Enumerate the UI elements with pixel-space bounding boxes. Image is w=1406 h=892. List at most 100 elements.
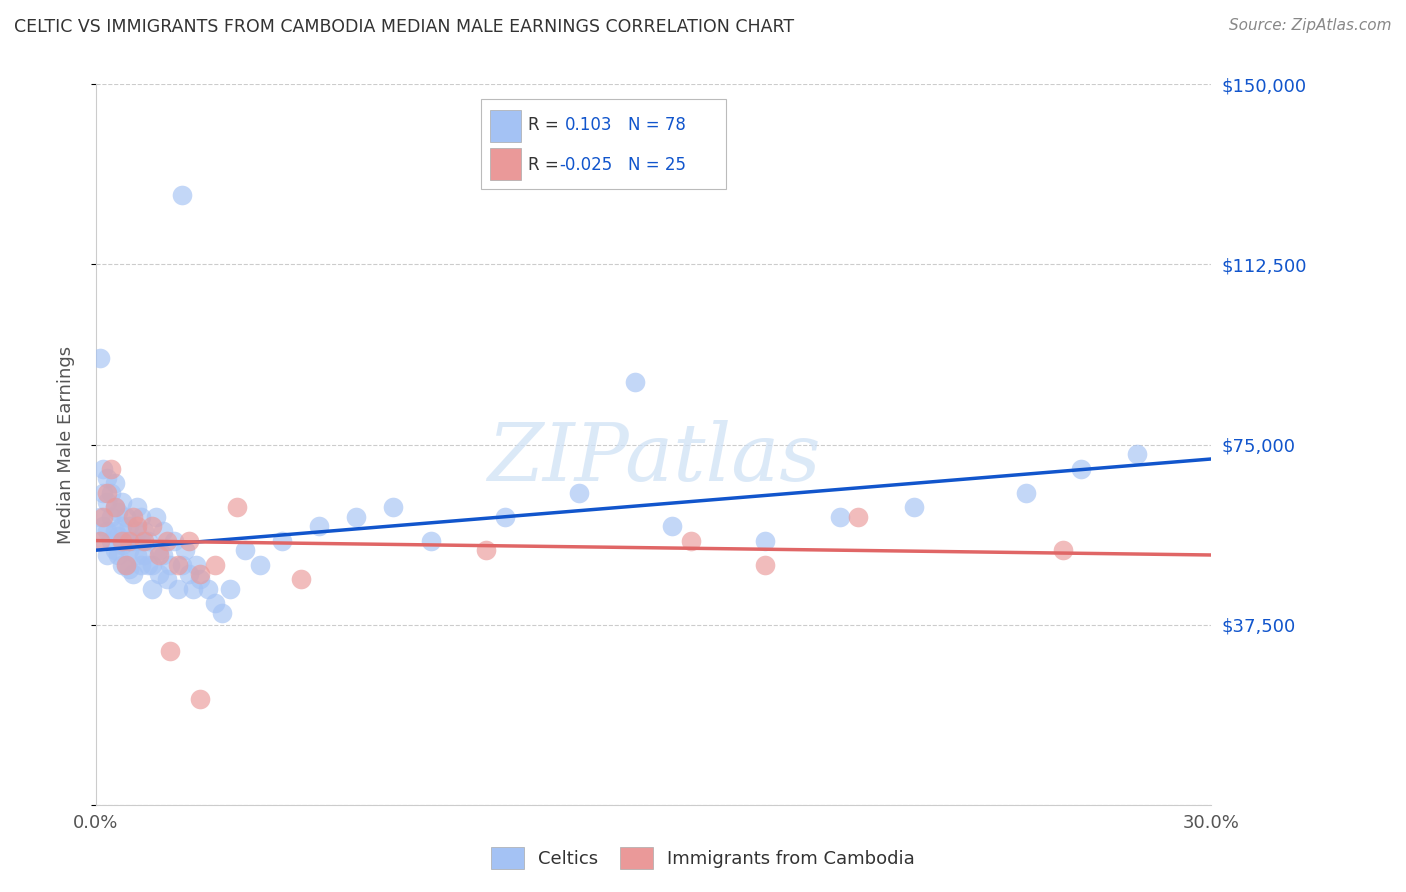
Point [828, 509, 851, 524]
Point [211, 606, 233, 620]
Point [204, 596, 226, 610]
Point [89, 533, 111, 548]
Point [125, 519, 148, 533]
Point [174, 543, 197, 558]
Point [122, 509, 145, 524]
FancyBboxPatch shape [489, 148, 522, 180]
Point [118, 533, 141, 548]
Point [93, 485, 115, 500]
Point [125, 548, 148, 562]
Point [100, 461, 122, 475]
Point [111, 558, 134, 572]
Text: R =: R = [527, 156, 558, 174]
Point [96, 471, 118, 485]
Y-axis label: Median Male Earnings: Median Male Earnings [58, 345, 75, 543]
Point [107, 505, 129, 519]
Point [134, 533, 156, 548]
Point [159, 558, 181, 572]
Point [125, 500, 148, 514]
Point [107, 529, 129, 543]
Point [96, 524, 118, 538]
Text: CELTIC VS IMMIGRANTS FROM CAMBODIA MEDIAN MALE EARNINGS CORRELATION CHART: CELTIC VS IMMIGRANTS FROM CAMBODIA MEDIA… [14, 18, 794, 36]
Point [308, 519, 330, 533]
Point [104, 500, 127, 514]
Point [166, 582, 188, 596]
Point [141, 519, 163, 533]
Legend: Celtics, Immigrants from Cambodia: Celtics, Immigrants from Cambodia [482, 838, 924, 879]
Point [96, 548, 118, 562]
Point [177, 567, 200, 582]
Point [159, 644, 181, 658]
Point [188, 692, 211, 706]
Point [170, 558, 193, 572]
Point [122, 533, 145, 548]
Point [89, 533, 111, 548]
Point [382, 500, 405, 514]
Point [141, 582, 163, 596]
Point [1052, 543, 1074, 558]
Point [494, 509, 516, 524]
Point [290, 572, 312, 586]
Point [166, 558, 188, 572]
Point [156, 533, 179, 548]
Text: N = 25: N = 25 [628, 156, 686, 174]
Point [129, 509, 152, 524]
Point [218, 582, 240, 596]
Point [104, 543, 127, 558]
Point [100, 509, 122, 524]
Point [271, 533, 294, 548]
Point [846, 509, 869, 524]
Point [93, 519, 115, 533]
Text: 0.103: 0.103 [564, 117, 612, 135]
Point [624, 375, 647, 389]
Point [114, 558, 136, 572]
Point [96, 485, 118, 500]
Point [129, 558, 152, 572]
Point [661, 519, 683, 533]
Point [118, 519, 141, 533]
Point [93, 509, 115, 524]
Text: -0.025: -0.025 [560, 156, 612, 174]
Point [152, 548, 174, 562]
Point [96, 495, 118, 509]
Point [204, 558, 226, 572]
Point [93, 461, 115, 475]
Point [118, 562, 141, 576]
Point [903, 500, 925, 514]
Point [148, 543, 170, 558]
Text: R =: R = [527, 117, 558, 135]
Point [188, 572, 211, 586]
Point [104, 500, 127, 514]
Point [568, 485, 591, 500]
Point [344, 509, 367, 524]
Point [104, 475, 127, 490]
Point [188, 567, 211, 582]
Point [136, 533, 159, 548]
Point [181, 582, 204, 596]
Point [141, 558, 163, 572]
Point [156, 572, 179, 586]
Point [125, 524, 148, 538]
Point [170, 187, 193, 202]
Point [114, 509, 136, 524]
Point [679, 533, 702, 548]
FancyBboxPatch shape [481, 99, 727, 189]
FancyBboxPatch shape [489, 110, 522, 142]
Point [754, 558, 776, 572]
Point [475, 543, 498, 558]
Point [89, 351, 111, 365]
Point [249, 558, 271, 572]
Point [89, 509, 111, 524]
Text: ZIPatlas: ZIPatlas [486, 420, 821, 498]
Point [177, 533, 200, 548]
Point [100, 533, 122, 548]
Point [1070, 461, 1092, 475]
Point [114, 533, 136, 548]
Point [111, 538, 134, 552]
Point [118, 543, 141, 558]
Point [129, 533, 152, 548]
Point [104, 524, 127, 538]
Point [754, 533, 776, 548]
Point [111, 495, 134, 509]
Point [122, 567, 145, 582]
